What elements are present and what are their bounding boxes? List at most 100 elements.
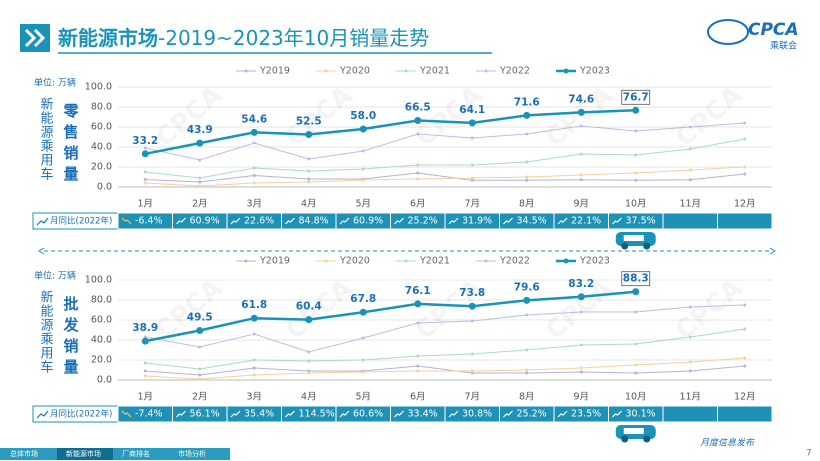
series-marker [525,371,529,375]
data-label: 73.8 [459,287,485,299]
series-marker [579,370,583,374]
yoy-value: 30.1% [626,409,656,420]
series-marker [579,124,583,128]
data-label: 83.2 [568,278,594,290]
x-tick-label: 12月 [734,199,756,210]
series-marker [359,125,367,133]
data-label: 67.8 [350,293,376,305]
series-marker [307,157,311,161]
series-marker [361,370,365,374]
yoy-trend-icon [176,217,186,225]
series-marker [307,350,311,354]
title-main: 新能源市场 [58,26,158,50]
yoy-trend-icon [230,217,241,225]
series-marker [143,181,147,185]
series-marker [361,178,365,182]
yoy-value: 60.6% [353,409,383,420]
nav-tab[interactable]: 总体市场 [10,449,38,458]
series-marker [688,335,692,339]
series-marker [252,373,256,377]
x-tick-label: 2月 [192,199,208,210]
yoy-value: -7.4% [135,409,163,420]
y-tick-label: 40.0 [91,335,112,346]
series-marker [361,167,365,171]
series-marker [143,361,147,365]
series-marker [634,178,638,182]
y-axis-title: 新能源乘用车 [38,289,54,374]
yoy-value: 56.1% [190,409,220,420]
series-marker [688,360,692,364]
x-tick-label: 9月 [573,392,589,403]
series-marker [688,305,692,309]
x-tick-label: 10月 [625,199,647,210]
nav-tab[interactable]: 厂商排名 [122,449,150,458]
data-label: 58.0 [350,110,376,122]
y-tick-label: 60.0 [91,315,112,326]
yoy-value: 60.9% [353,216,383,227]
x-tick-label: 4月 [301,392,317,403]
series-marker [579,152,583,156]
x-tick-label: 3月 [246,199,262,210]
x-tick-label: 6月 [410,199,426,210]
yoy-trend-icon [176,410,186,418]
x-tick-label: 5月 [355,199,371,210]
series-marker [416,369,420,373]
yoy-cell [662,405,718,423]
yoy-cell [662,212,718,230]
series-line [145,328,745,370]
series-marker [252,358,256,362]
series-marker [141,150,149,158]
series-marker [198,176,202,180]
series-marker [634,129,638,133]
y-tick-label: 20.0 [91,162,112,173]
data-label: 52.5 [296,116,322,128]
series-marker [688,168,692,172]
legend-marker [563,68,569,74]
data-label: 76.7 [623,91,649,103]
series-marker [579,366,583,370]
x-tick-label: 7月 [464,199,480,210]
series-marker [525,132,529,136]
car-window [623,235,644,241]
legend-marker [324,69,328,73]
series-marker [688,369,692,373]
x-tick-label: 8月 [519,199,535,210]
x-tick-label: 6月 [410,392,426,403]
yoy-trend-icon [394,217,404,225]
yoy-trend-icon [557,217,568,225]
series-marker [743,121,747,125]
series-marker [743,303,747,307]
yoy-trend-icon [557,410,568,418]
nav-tab[interactable]: 市场分析 [178,449,206,458]
page-number: 7 [806,449,812,459]
nav-tab[interactable]: 新能源市场 [66,449,101,458]
yoy-trend-icon [121,217,132,225]
series-marker [523,296,531,304]
yoy-trend-icon [339,410,350,418]
x-tick-label: 4月 [301,199,317,210]
series-marker [634,153,638,157]
series-marker [252,332,256,336]
x-tick-label: 7月 [464,392,480,403]
series-marker [198,180,202,184]
series-marker [252,141,256,145]
legend-label: Y2023 [579,66,610,77]
y-tick-label: 80.0 [91,102,112,113]
car-wheel [643,242,651,250]
series-marker [361,336,365,340]
yoy-value: 22.6% [244,216,274,227]
x-tick-label: 3月 [246,392,262,403]
car-wheel [621,242,629,250]
yoy-cell [717,405,773,423]
series-marker [525,313,529,317]
data-label: 49.5 [187,312,213,324]
x-tick-label: 12月 [734,392,756,403]
yoy-value: 84.8% [299,216,329,227]
legend-marker [484,69,488,73]
series-marker [632,288,640,296]
legend-label: Y2020 [339,66,370,77]
series-marker [143,374,147,378]
y-tick-label: 100.0 [85,82,112,93]
series-marker [143,170,147,174]
